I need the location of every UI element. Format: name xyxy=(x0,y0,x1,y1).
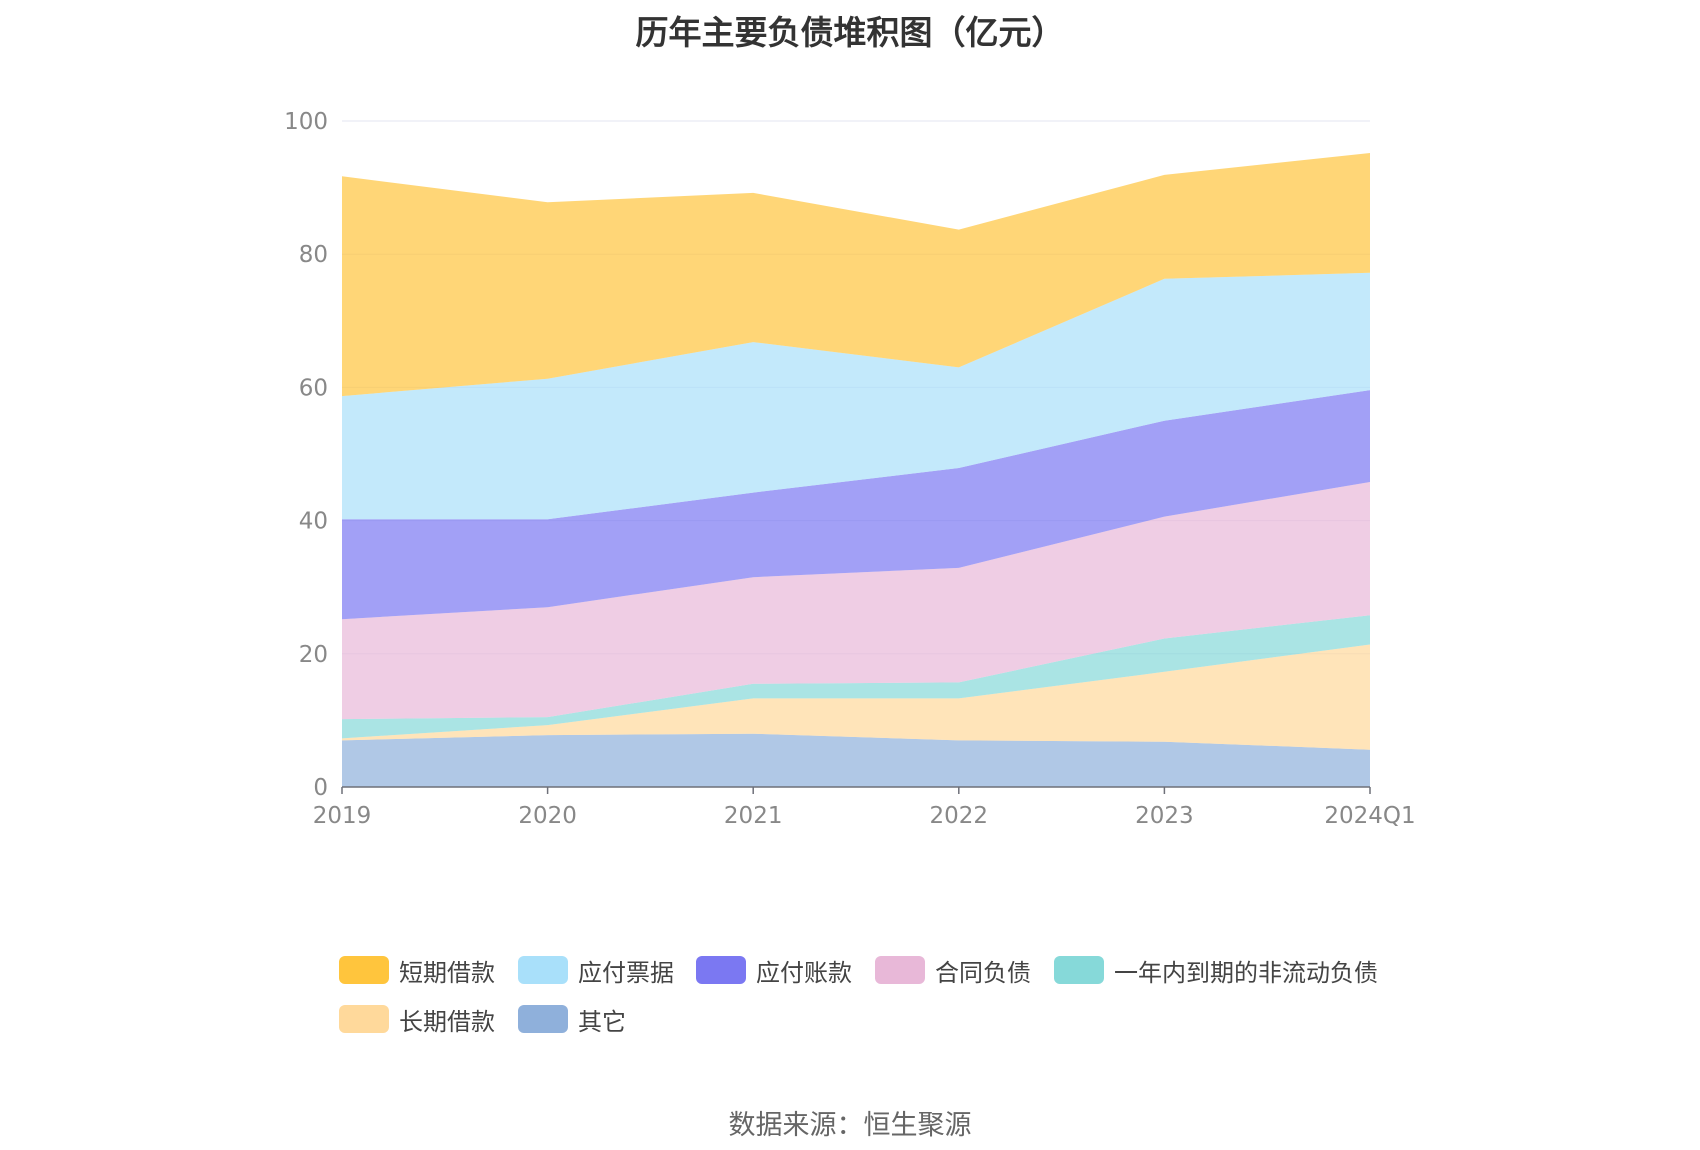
area-一年内到期的非流动负债 xyxy=(342,615,1370,739)
legend-label: 长期借款 xyxy=(399,1007,495,1036)
area-短期借款 xyxy=(342,153,1370,397)
y-tick-label: 100 xyxy=(284,109,328,135)
legend-item[interactable]: 应付账款 xyxy=(696,950,852,990)
legend-swatch xyxy=(518,956,568,984)
legend-label: 其它 xyxy=(578,1007,626,1036)
data-source-note: 数据来源：恒生聚源 xyxy=(728,1110,972,1141)
legend-label: 应付账款 xyxy=(756,958,852,987)
y-tick-label: 40 xyxy=(299,509,328,535)
y-tick-label: 80 xyxy=(299,242,328,268)
y-tick-label: 60 xyxy=(299,375,328,401)
x-tick-label: 2021 xyxy=(724,803,783,829)
legend-item[interactable]: 合同负债 xyxy=(875,950,1031,990)
legend-label: 一年内到期的非流动负债 xyxy=(1114,958,1378,987)
y-tick-label: 20 xyxy=(299,642,328,668)
legend-label: 短期借款 xyxy=(399,958,495,987)
legend-label: 应付票据 xyxy=(578,958,674,987)
legend-swatch xyxy=(875,956,925,984)
x-tick-label: 2023 xyxy=(1135,803,1194,829)
legend-swatch xyxy=(696,956,746,984)
x-tick-label: 2024Q1 xyxy=(1324,803,1415,829)
area-合同负债 xyxy=(342,482,1370,720)
legend-item[interactable]: 短期借款 xyxy=(339,950,495,990)
stacked-area-chart: 0 20 40 60 80 100 2019 2020 2021 2022 2023 2024Q1 xyxy=(284,109,1416,829)
legend-swatch xyxy=(339,956,389,984)
x-tick-label: 2019 xyxy=(313,803,372,829)
legend-item[interactable]: 应付票据 xyxy=(518,950,674,990)
legend-item[interactable]: 长期借款 xyxy=(339,999,495,1039)
legend-swatch xyxy=(1054,956,1104,984)
area-其它 xyxy=(342,733,1370,787)
axes: 0 20 40 60 80 100 2019 2020 2021 2022 2023 2024Q1 xyxy=(284,109,1416,829)
x-tick-label: 2020 xyxy=(518,803,577,829)
area-长期借款 xyxy=(342,644,1370,750)
area-应付账款 xyxy=(342,390,1370,620)
legend-swatch xyxy=(339,1005,389,1033)
legend-item[interactable]: 一年内到期的非流动负债 xyxy=(1054,950,1378,990)
legend-label: 合同负债 xyxy=(935,958,1031,987)
legend-swatch xyxy=(518,1005,568,1033)
y-tick-label: 0 xyxy=(313,775,328,801)
area-series xyxy=(342,153,1370,787)
x-tick-label: 2022 xyxy=(930,803,989,829)
chart-title: 历年主要负债堆积图（亿元） xyxy=(635,13,1065,52)
legend-item[interactable]: 其它 xyxy=(518,999,626,1039)
area-应付票据 xyxy=(342,272,1370,520)
